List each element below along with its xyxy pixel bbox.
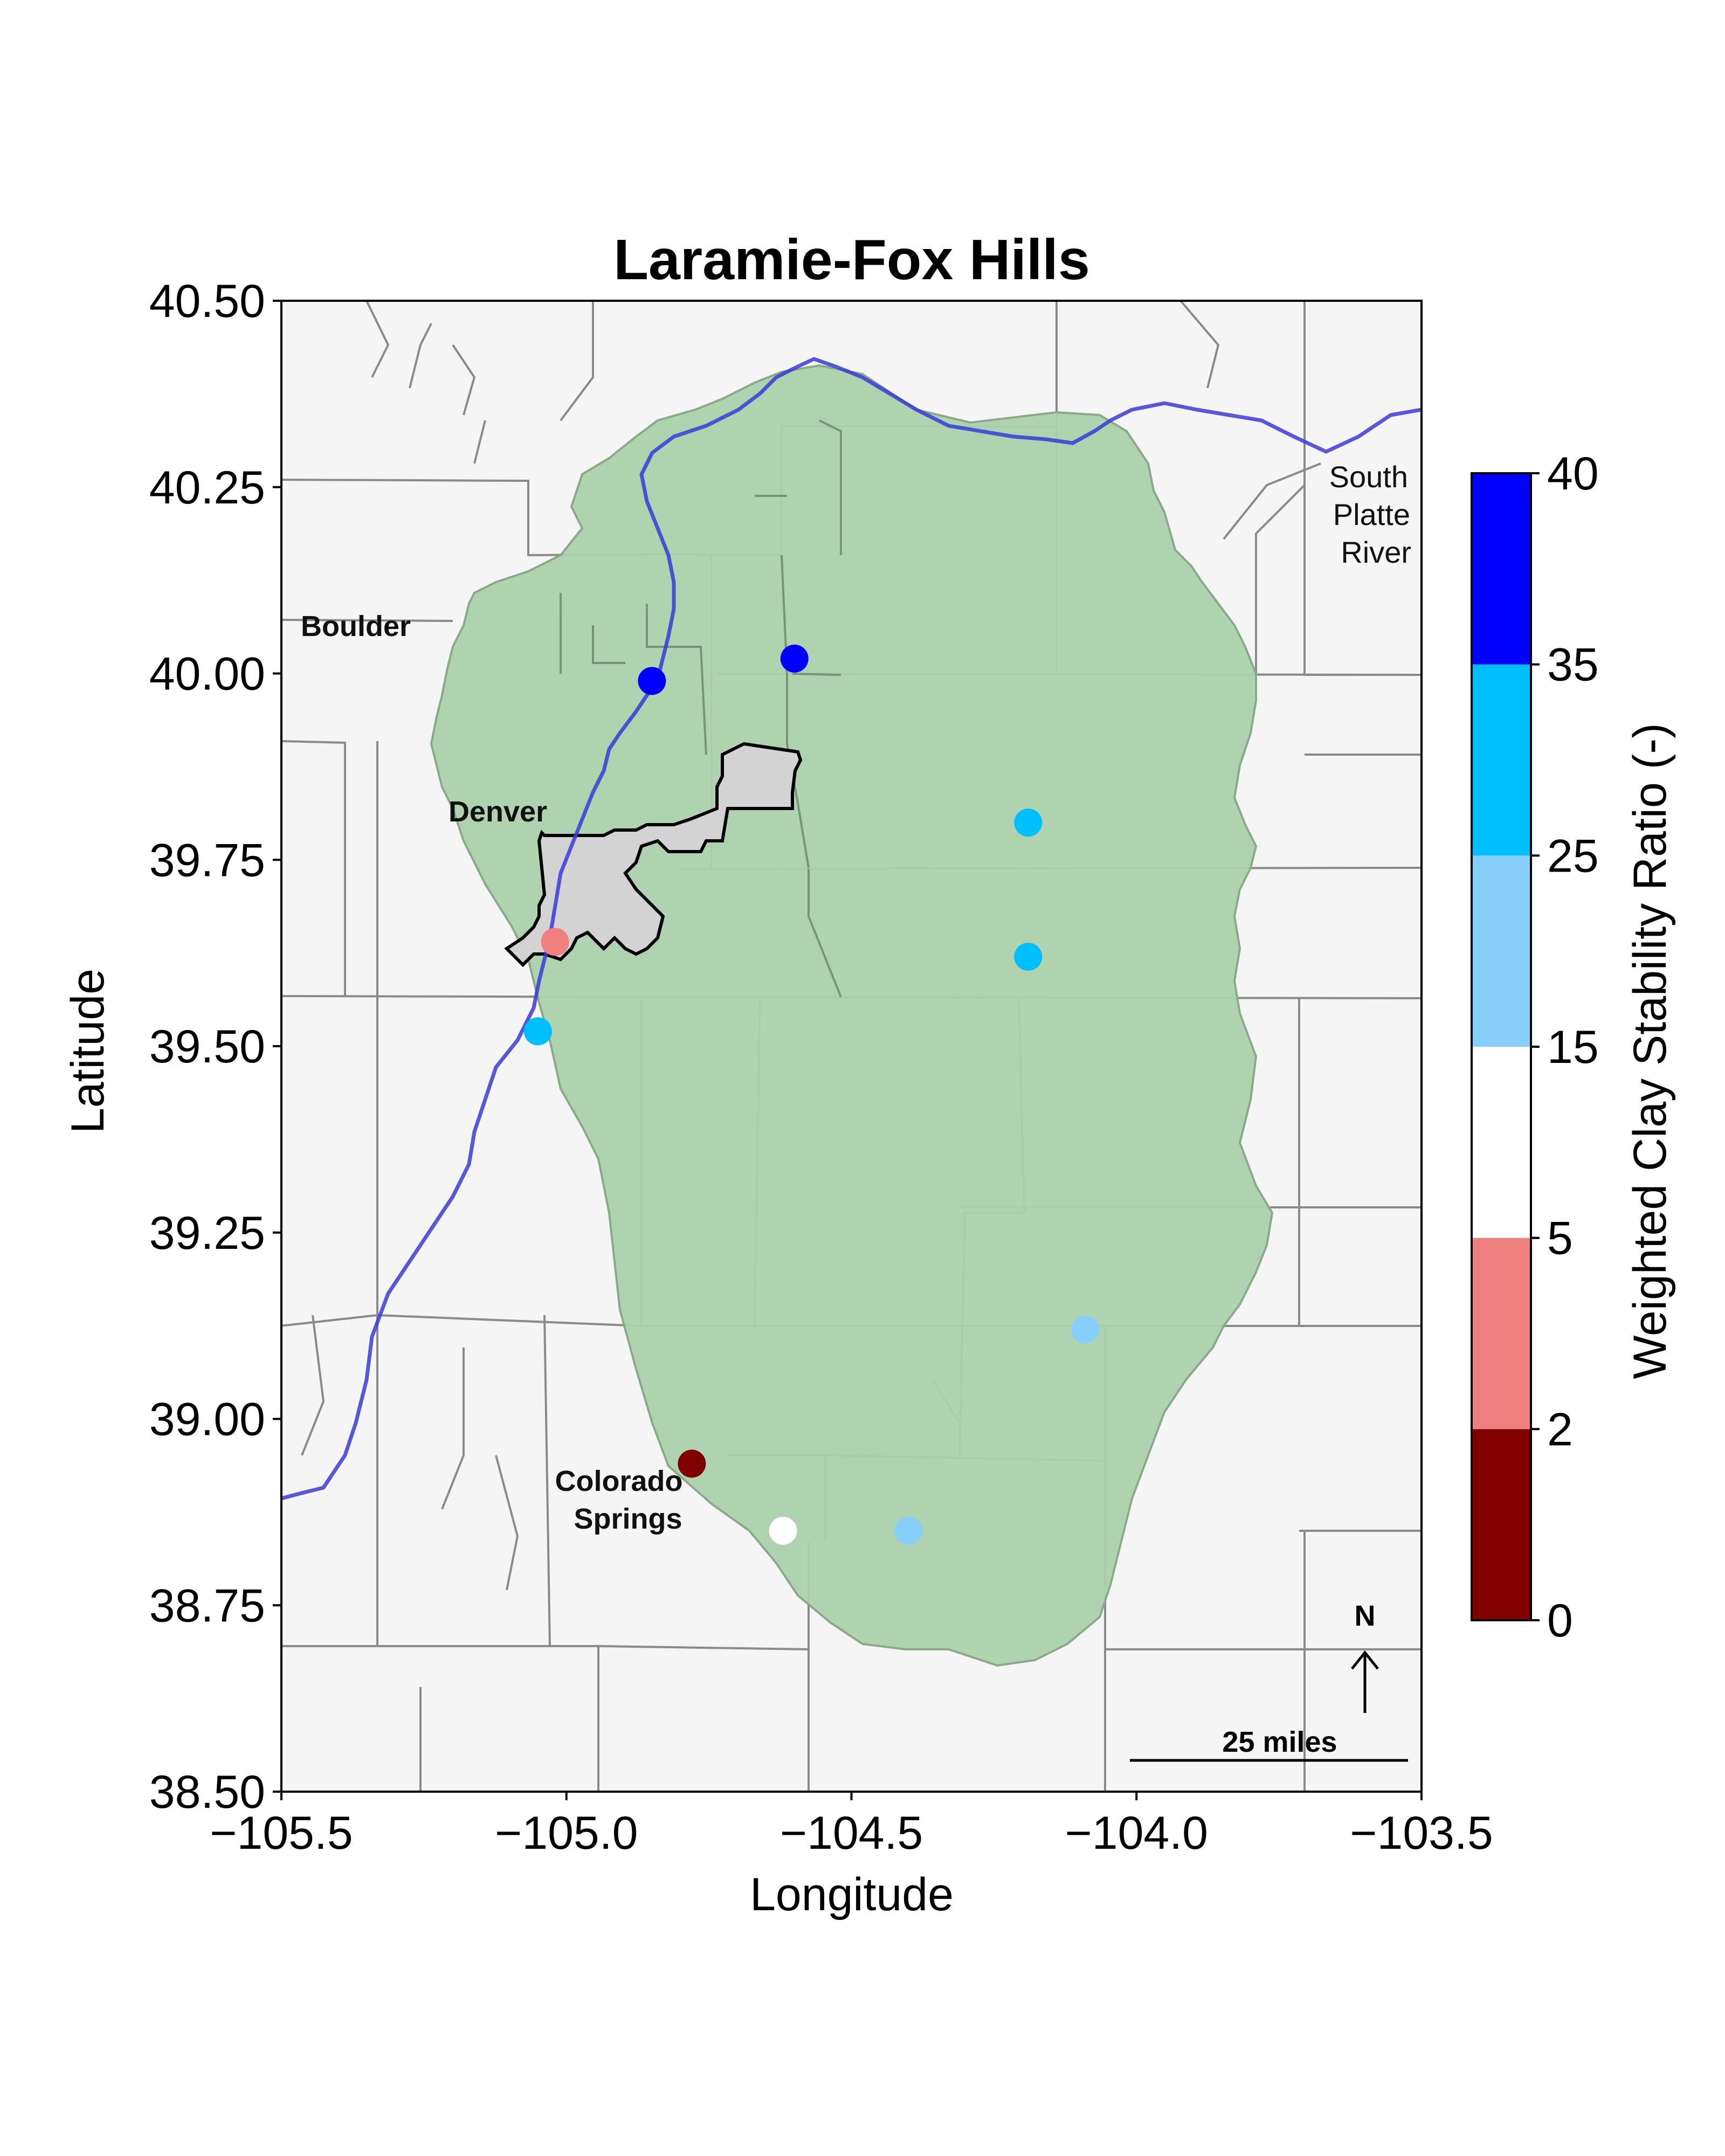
x-tick-label: −104.0: [1065, 1807, 1208, 1859]
north-arrow-icon: [1351, 1650, 1379, 1713]
data-point-3: [1014, 808, 1043, 837]
x-axis: −105.5 −105.0 −104.5 −104.0 −103.5: [210, 1792, 1493, 1859]
label-denver: Denver: [448, 796, 547, 828]
y-tick-label: 40.00: [149, 648, 265, 700]
label-river-line1: South: [1329, 460, 1408, 494]
colorbar-tick-label: 35: [1547, 639, 1599, 691]
scale-bar-label: 25 miles: [1222, 1726, 1337, 1758]
y-tick-label: 40.50: [149, 275, 265, 327]
colorbar-segment: [1472, 664, 1531, 856]
label-colorado-springs-line1: Colorado: [555, 1465, 683, 1497]
colorbar-tick-label: 25: [1547, 830, 1599, 882]
map-area: [280, 300, 1423, 1793]
y-tick-label: 39.50: [149, 1021, 265, 1073]
x-tick-label: −103.5: [1350, 1807, 1493, 1859]
y-axis: 38.50 38.75 39.00 39.25 39.50 39.75 40.00 40.25…: [149, 275, 281, 1818]
label-colorado-springs-line2: Springs: [574, 1503, 682, 1535]
y-tick-label: 39.25: [149, 1207, 265, 1259]
y-tick-label: 39.75: [149, 834, 265, 886]
colorbar-title: Weighted Clay Stability Ratio (-): [1624, 723, 1676, 1379]
south-platte-river: [281, 357, 1422, 1501]
colorbar-segment: [1472, 855, 1531, 1047]
colorbar-tick-label: 40: [1547, 448, 1599, 500]
data-point-9: [769, 1516, 797, 1545]
y-axis-title: Latitude: [62, 969, 114, 1134]
data-point-7: [1071, 1315, 1100, 1344]
y-tick-label: 38.75: [149, 1580, 265, 1632]
colorbar-segment: [1472, 1429, 1531, 1620]
data-point-5: [523, 1017, 552, 1046]
label-river-line2: Platte: [1333, 497, 1410, 531]
denver-boundary: [504, 742, 803, 968]
colorbar-tick-label: 15: [1547, 1021, 1599, 1073]
y-tick-label: 38.50: [149, 1766, 265, 1818]
data-point-1: [638, 667, 666, 695]
data-point-6: [541, 928, 569, 956]
colorbar-tick-label: 5: [1547, 1213, 1573, 1264]
colorbar-tick-label: 0: [1547, 1595, 1573, 1647]
data-points: [523, 644, 1100, 1545]
colorbar-tick-label: 2: [1547, 1404, 1573, 1455]
north-label: N: [1355, 1600, 1376, 1632]
chart-title: Laramie-Fox Hills: [613, 228, 1090, 292]
colorbar-segment: [1472, 1047, 1531, 1238]
label-boulder: Boulder: [301, 610, 411, 642]
label-river-line3: River: [1341, 535, 1411, 569]
data-point-2: [780, 644, 809, 673]
x-axis-title: Longitude: [750, 1869, 954, 1920]
data-point-10: [894, 1516, 923, 1545]
aquifer-extent: [430, 364, 1274, 1667]
colorbar-segment: [1472, 473, 1531, 665]
data-point-4: [1014, 943, 1043, 971]
y-tick-label: 40.25: [149, 462, 265, 514]
y-tick-label: 39.00: [149, 1394, 265, 1446]
data-point-8: [678, 1449, 706, 1478]
x-tick-label: −105.5: [210, 1807, 353, 1859]
county-boundaries-inner: [560, 419, 842, 998]
x-tick-label: −105.0: [495, 1807, 638, 1859]
colorbar-segment: [1472, 1238, 1531, 1429]
x-tick-label: −104.5: [780, 1807, 923, 1859]
